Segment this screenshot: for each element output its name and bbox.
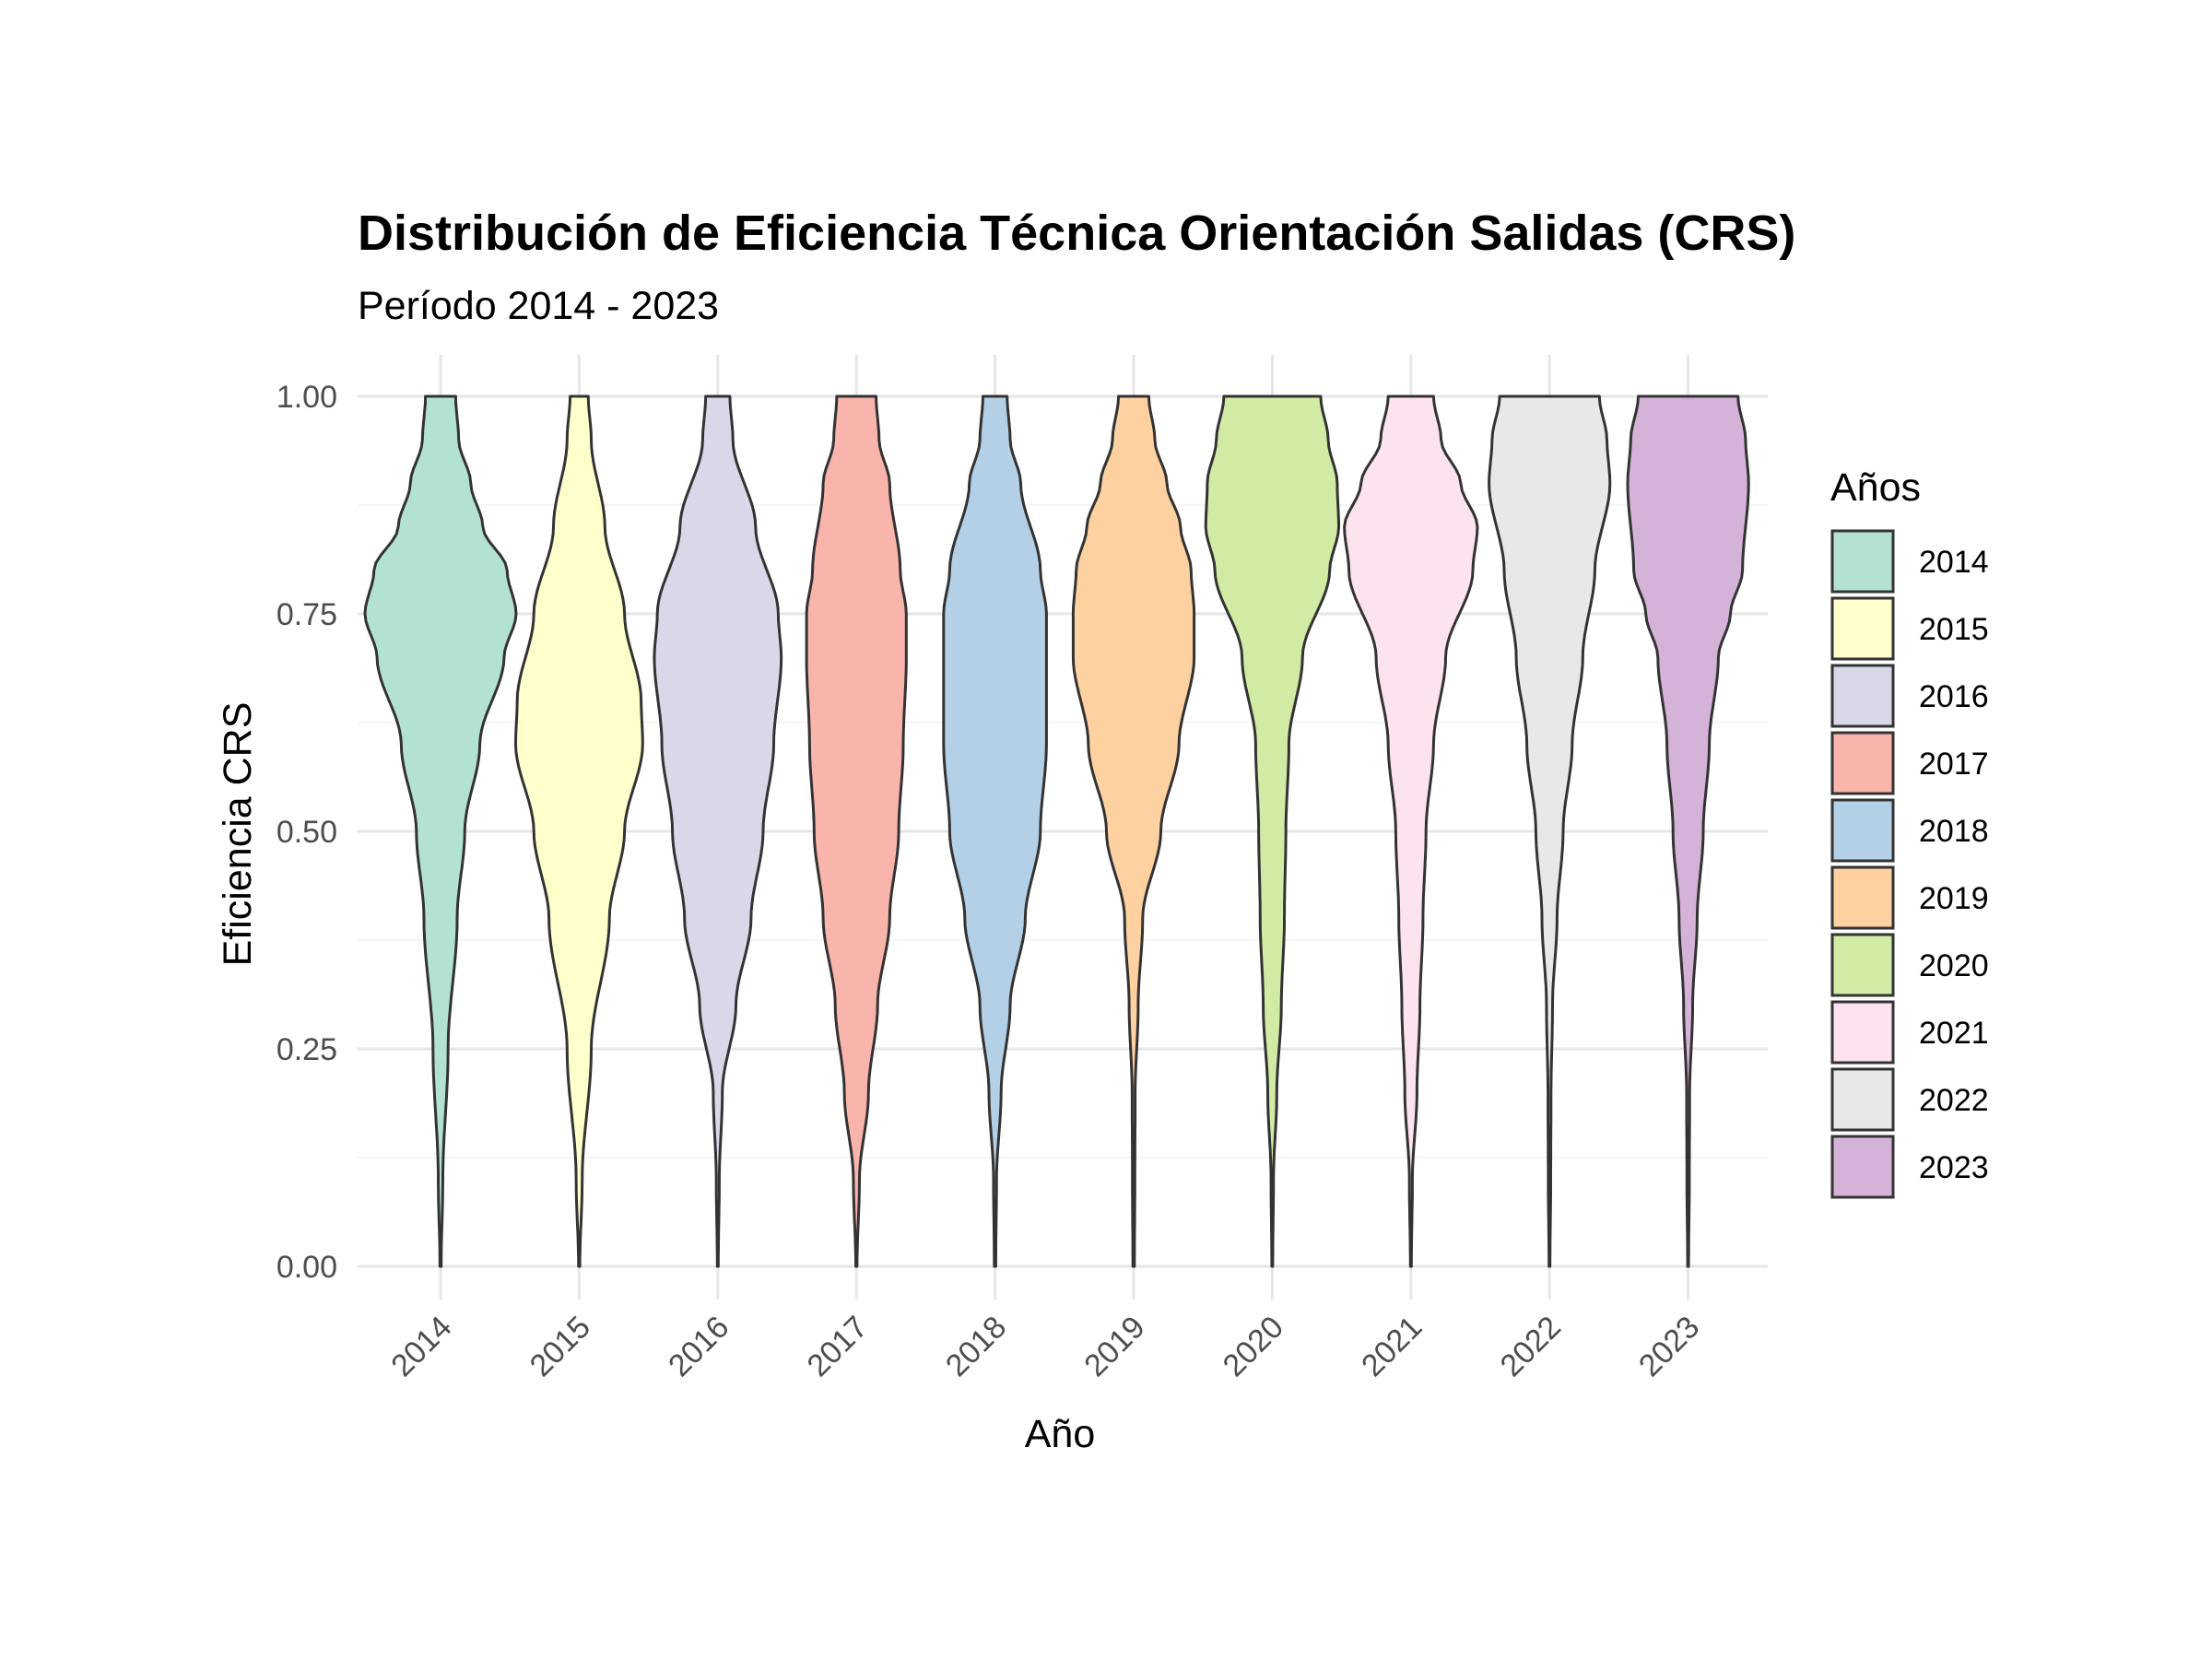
x-tick-label: 2019	[1077, 1310, 1151, 1383]
y-tick-labels: 0.00 0.25 0.50 0.75 1.00	[276, 380, 337, 1285]
x-tick-label: 2022	[1494, 1310, 1568, 1383]
legend-label: 2016	[1919, 679, 1989, 714]
legend: Años 2014 2015 2016 2017 2018 2019 2020 2021 202…	[1830, 465, 1989, 1199]
violins	[363, 394, 1750, 1268]
legend-key	[1830, 865, 1895, 930]
legend-label: 2015	[1919, 612, 1989, 647]
y-tick-label: 0.00	[276, 1250, 337, 1285]
violin-2018	[942, 394, 1048, 1268]
x-axis-label: Año	[1025, 1412, 1096, 1456]
legend-label: 2023	[1919, 1150, 1989, 1185]
violin-2021	[1343, 394, 1479, 1268]
legend-label: 2021	[1919, 1016, 1989, 1051]
legend-key	[1830, 798, 1895, 863]
violin-2020	[1204, 394, 1341, 1268]
legend-key	[1830, 529, 1895, 594]
y-tick-label: 0.50	[276, 815, 337, 850]
legend-items: 2014 2015 2016 2017 2018 2019 2020 2021 2022 2023	[1830, 529, 1989, 1199]
violin-2022	[1488, 394, 1612, 1268]
y-axis-label: Eficiencia CRS	[216, 702, 260, 967]
violin-2016	[653, 394, 783, 1268]
legend-label: 2020	[1919, 948, 1989, 983]
legend-title: Años	[1830, 465, 1921, 510]
legend-key	[1830, 731, 1895, 795]
violin-2014	[363, 394, 518, 1268]
legend-label: 2019	[1919, 881, 1989, 916]
x-tick-label: 2021	[1355, 1310, 1429, 1383]
legend-label: 2018	[1919, 814, 1989, 849]
chart-subtitle: Período 2014 - 2023	[358, 284, 720, 328]
x-tick-label: 2015	[524, 1310, 597, 1383]
violin-2023	[1626, 394, 1750, 1268]
violin-2019	[1071, 394, 1196, 1268]
x-tick-label: 2014	[384, 1310, 458, 1383]
legend-key	[1830, 933, 1895, 997]
violin-2015	[514, 394, 644, 1268]
x-tick-label: 2017	[801, 1310, 875, 1383]
legend-key	[1830, 664, 1895, 728]
violin-2017	[805, 394, 908, 1268]
x-tick-label: 2020	[1217, 1310, 1290, 1383]
legend-key	[1830, 1000, 1895, 1065]
y-tick-label: 0.75	[276, 597, 337, 632]
legend-label: 2017	[1919, 747, 1989, 782]
legend-label: 2022	[1919, 1083, 1989, 1118]
chart-title: Distribución de Eficiencia Técnica Orien…	[358, 206, 1796, 261]
x-tick-label: 2018	[939, 1310, 1013, 1383]
x-tick-label: 2016	[662, 1310, 735, 1383]
y-tick-label: 0.25	[276, 1032, 337, 1067]
y-tick-label: 1.00	[276, 380, 337, 415]
x-tick-labels: 2014 2015 2016 2017 2018 2019 2020 2021 2022 2023	[384, 1310, 1706, 1383]
legend-key	[1830, 596, 1895, 661]
x-tick-label: 2023	[1632, 1310, 1706, 1383]
legend-label: 2014	[1919, 545, 1989, 580]
legend-key	[1830, 1067, 1895, 1132]
legend-key	[1830, 1135, 1895, 1199]
